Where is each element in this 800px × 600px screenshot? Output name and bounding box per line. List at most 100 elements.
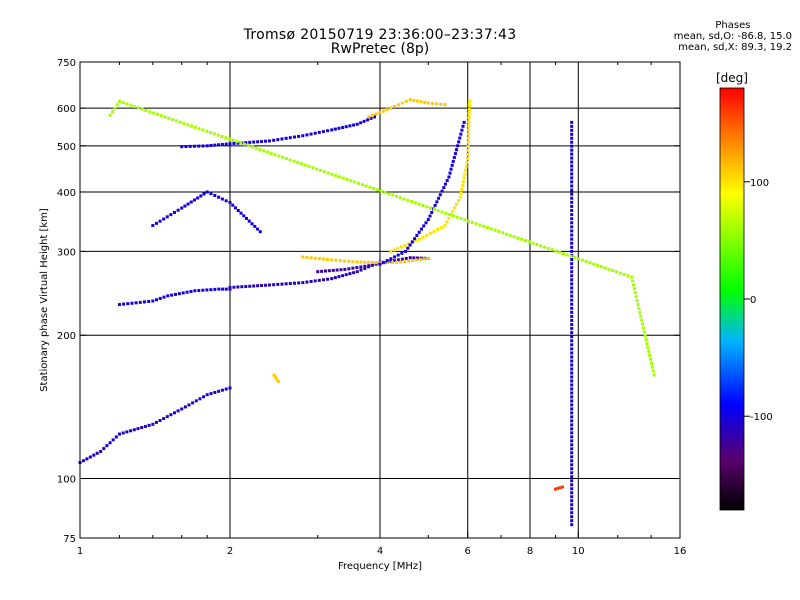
echo-point	[363, 260, 367, 264]
echo-point	[570, 499, 574, 503]
echo-point	[466, 144, 470, 148]
echo-point	[400, 101, 404, 105]
echo-point	[216, 133, 220, 137]
echo-point	[467, 103, 471, 107]
echo-point	[418, 257, 422, 261]
echo-point	[448, 213, 452, 217]
echo-point	[341, 125, 345, 129]
echo-point	[363, 266, 367, 270]
echo-point	[213, 193, 217, 197]
echo-point	[169, 213, 173, 217]
echo-point	[406, 246, 410, 250]
echo-point	[197, 144, 201, 148]
echo-point	[392, 259, 396, 263]
echo-point	[303, 163, 307, 167]
echo-point	[129, 429, 133, 433]
echo-point	[113, 106, 117, 110]
echo-point	[417, 202, 421, 206]
echo-point	[248, 140, 252, 144]
echo-point	[570, 399, 574, 403]
echo-point	[570, 120, 574, 124]
echo-point	[162, 417, 166, 421]
echo-point	[115, 103, 119, 107]
echo-point	[467, 132, 471, 136]
echo-point	[419, 100, 423, 104]
echo-point	[410, 200, 414, 204]
echo-point	[375, 188, 379, 192]
echo-point	[252, 284, 256, 288]
echo-point	[570, 318, 574, 322]
echo-point	[570, 132, 574, 136]
echo-point	[121, 431, 125, 435]
echo-point	[440, 189, 444, 193]
echo-point	[339, 268, 343, 272]
echo-point	[553, 487, 557, 491]
echo-point	[338, 175, 342, 179]
echo-point	[644, 338, 648, 342]
echo-point	[461, 180, 465, 184]
echo-point	[147, 423, 151, 427]
echo-point	[391, 193, 395, 197]
colorbar-tick-label: 0	[750, 295, 756, 306]
echo-point	[392, 248, 396, 252]
echo-point	[275, 377, 279, 381]
echo-point	[542, 245, 546, 249]
echo-point	[185, 290, 189, 294]
echo-point	[351, 260, 355, 264]
echo-point	[570, 427, 574, 431]
y-tick-label: 600	[57, 104, 76, 115]
echo-point	[327, 269, 331, 273]
echo-point	[561, 485, 565, 489]
echo-point	[456, 199, 460, 203]
echo-point	[439, 102, 443, 106]
echo-point	[233, 206, 237, 210]
echo-point	[464, 164, 468, 168]
echo-point	[117, 303, 121, 307]
echo-point	[570, 375, 574, 379]
echo-point	[451, 209, 455, 213]
echo-point	[117, 99, 121, 103]
echo-point	[228, 285, 232, 289]
echo-point	[570, 172, 574, 176]
echo-point	[130, 301, 134, 305]
echo-point	[570, 310, 574, 314]
echo-point	[159, 114, 163, 118]
echo-point	[573, 256, 577, 260]
echo-point	[344, 273, 348, 277]
echo-point	[277, 154, 281, 158]
echo-point	[570, 323, 574, 327]
echo-point	[292, 159, 296, 163]
echo-point	[396, 258, 400, 262]
x-tick-label: 1	[77, 546, 83, 557]
echo-point	[396, 103, 400, 107]
echo-point	[247, 219, 251, 223]
echo-point	[264, 139, 268, 143]
echo-point	[224, 199, 228, 203]
echo-point	[348, 124, 352, 128]
echo-point	[387, 192, 391, 196]
x-tick-label: 4	[377, 546, 383, 557]
echo-point	[196, 196, 200, 200]
echo-point	[633, 291, 637, 295]
echo-point	[272, 138, 276, 142]
echo-point	[166, 294, 170, 298]
echo-point	[236, 285, 240, 289]
echo-point	[330, 128, 334, 132]
echo-point	[460, 128, 464, 132]
echo-point	[212, 132, 216, 136]
echo-point	[570, 471, 574, 475]
phase-stats: Phases mean, sd,O: -86.8, 15.0 mean, sd,…	[674, 20, 792, 53]
echo-point	[242, 214, 246, 218]
echo-point	[570, 327, 574, 331]
echo-point	[570, 164, 574, 168]
echo-point	[570, 523, 574, 527]
echo-point	[162, 295, 166, 299]
chart-title: Tromsø 20150719 23:36:00–23:37:43	[243, 27, 517, 43]
echo-point	[297, 281, 301, 285]
echo-point	[570, 286, 574, 290]
echo-point	[489, 227, 493, 231]
echo-point	[459, 216, 463, 220]
echo-point	[570, 176, 574, 180]
echo-point	[417, 230, 421, 234]
